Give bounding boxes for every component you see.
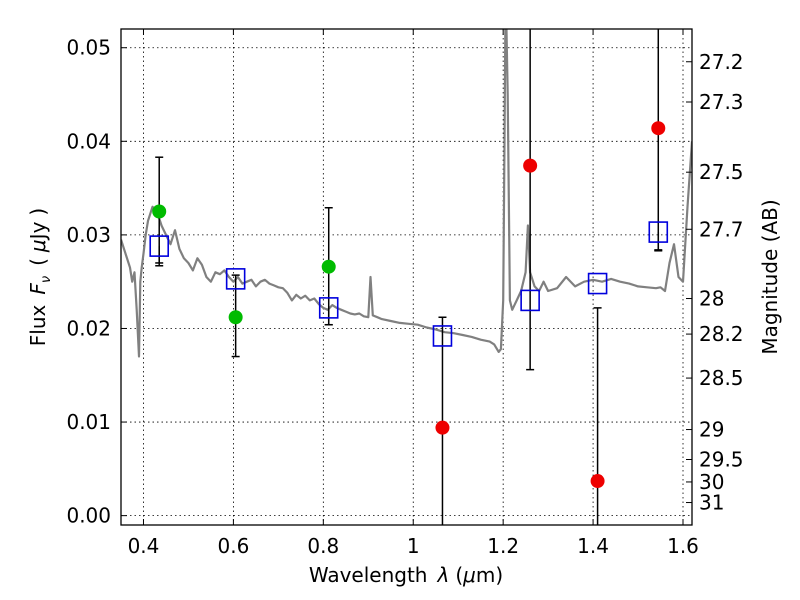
magnitude-tick-label: 28 [699, 287, 724, 311]
y-axis-label: FluxFν(μJy) [26, 208, 54, 346]
model-photometry-square [318, 297, 339, 319]
x-tick-labels: 0.4 0.6 0.8 1 1.2 1.4 1.6 [128, 534, 699, 558]
magnitude-tick-label: 27.2 [699, 50, 744, 74]
non-detection-point [651, 121, 666, 136]
x-axis-label: Wavelength λ (μm) [309, 563, 503, 587]
y-tick-label: 0.05 [66, 36, 111, 60]
magnitude-tick-label: 29 [699, 418, 724, 442]
magnitude-tick-label: 29.5 [699, 447, 744, 471]
x-tick-label: 1.6 [667, 534, 699, 558]
model-photometry-square [149, 235, 170, 257]
model-photometry-square [432, 325, 453, 347]
y2-axis-label: Magnitude (AB) [758, 199, 782, 354]
magnitude-tick-label: 31 [699, 491, 724, 515]
model-photometry-square [587, 272, 608, 295]
y-tick-label: 0.01 [66, 410, 111, 434]
model-photometry-square [648, 221, 669, 243]
detection-point [228, 310, 243, 325]
non-detection-point [435, 420, 450, 435]
detection-point [321, 259, 336, 274]
axis-ticks [121, 29, 692, 525]
detection-point [152, 204, 167, 219]
x-tick-label: 0.8 [307, 534, 339, 558]
x-tick-label: 0.6 [217, 534, 249, 558]
y-tick-label: 0.03 [66, 223, 111, 247]
non-detection-point [590, 474, 605, 489]
magnitude-tick-label: 28.2 [699, 322, 744, 346]
model-sed-line [121, 29, 692, 358]
plot-frame [120, 28, 693, 526]
magnitude-tick-label: 30 [699, 470, 724, 494]
x-tick-label: 1 [407, 534, 420, 558]
non-detection-point [523, 158, 538, 173]
magnitude-tick-label: 27.3 [699, 90, 744, 114]
model-photometry-square [520, 289, 540, 312]
x-tick-label: 0.4 [128, 534, 160, 558]
x-tick-label: 1.2 [487, 534, 519, 558]
magnitude-tick-label: 27.5 [699, 160, 744, 184]
magnitude-tick-label: 28.5 [699, 366, 744, 390]
data-markers [149, 121, 669, 489]
x-tick-label: 1.4 [577, 534, 609, 558]
y-tick-label: 0.04 [66, 129, 111, 153]
y-tick-label: 0.00 [66, 504, 111, 528]
y-tick-label: 0.02 [66, 316, 111, 340]
model-sed-line-group [121, 29, 692, 358]
y-tick-labels: 0.00 0.01 0.02 0.03 0.04 0.05 [66, 36, 111, 528]
model-photometry-square [225, 268, 246, 290]
magnitude-tick-label: 27.7 [699, 217, 744, 241]
error-bars [155, 29, 663, 525]
